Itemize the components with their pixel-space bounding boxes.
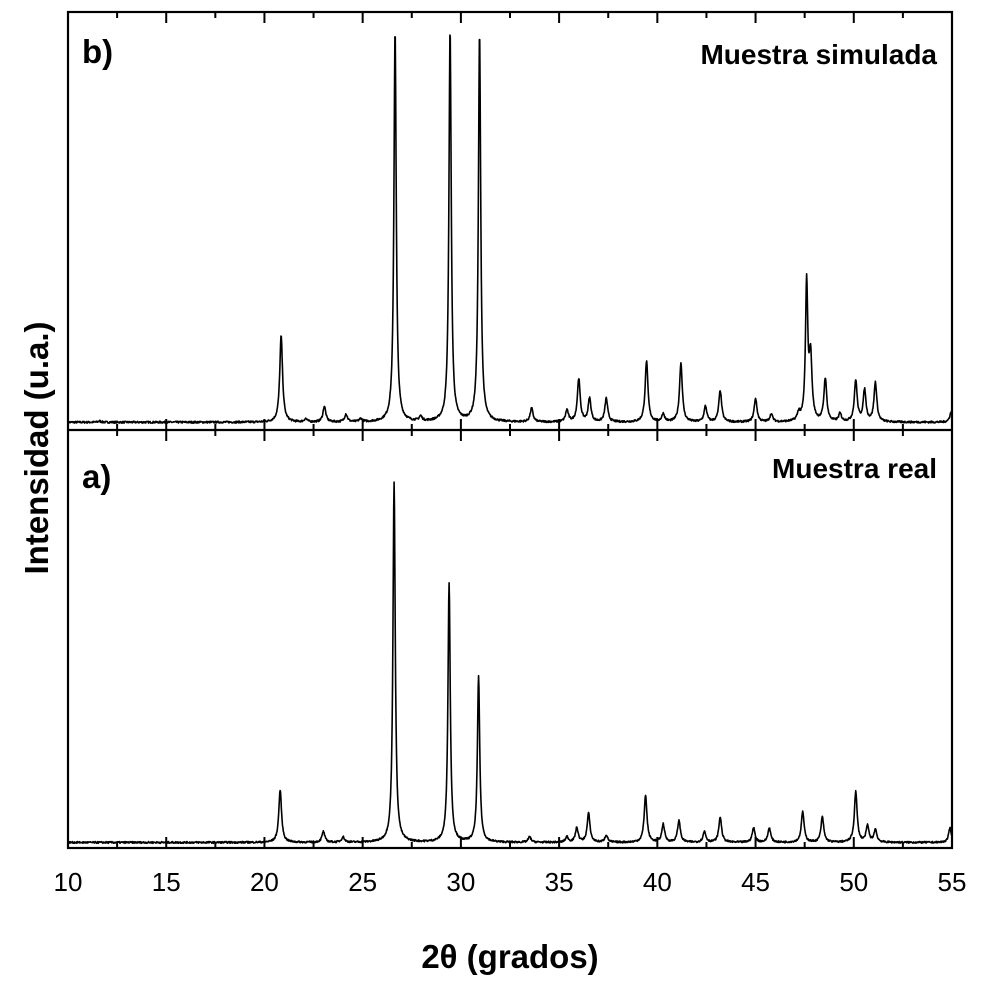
panel-a-letter: a) <box>82 458 111 495</box>
trace-muestra-simulada <box>67 34 953 424</box>
x-tick-label: 55 <box>938 867 967 897</box>
panel-a-title: Muestra real <box>772 453 937 484</box>
panel-b-title: Muestra simulada <box>700 39 937 70</box>
x-tick-label: 25 <box>348 867 377 897</box>
x-tick-label: 10 <box>54 867 83 897</box>
x-tick-label: 40 <box>643 867 672 897</box>
y-axis-title: Intensidad (u.a.) <box>18 321 55 574</box>
x-axis: 10 15 20 25 30 35 40 45 50 55 <box>54 12 967 897</box>
trace-muestra-real <box>67 481 953 845</box>
x-tick-label: 30 <box>446 867 475 897</box>
x-tick-label: 50 <box>839 867 868 897</box>
x-tick-label: 20 <box>250 867 279 897</box>
panel-b-letter: b) <box>82 33 113 70</box>
panel-a: a) Muestra real <box>67 453 953 845</box>
x-axis-title: 2θ (grados) <box>421 938 598 975</box>
x-tick-label: 35 <box>545 867 574 897</box>
x-tick-label: 45 <box>741 867 770 897</box>
x-tick-label: 15 <box>152 867 181 897</box>
panel-b: b) Muestra simulada <box>67 33 953 424</box>
